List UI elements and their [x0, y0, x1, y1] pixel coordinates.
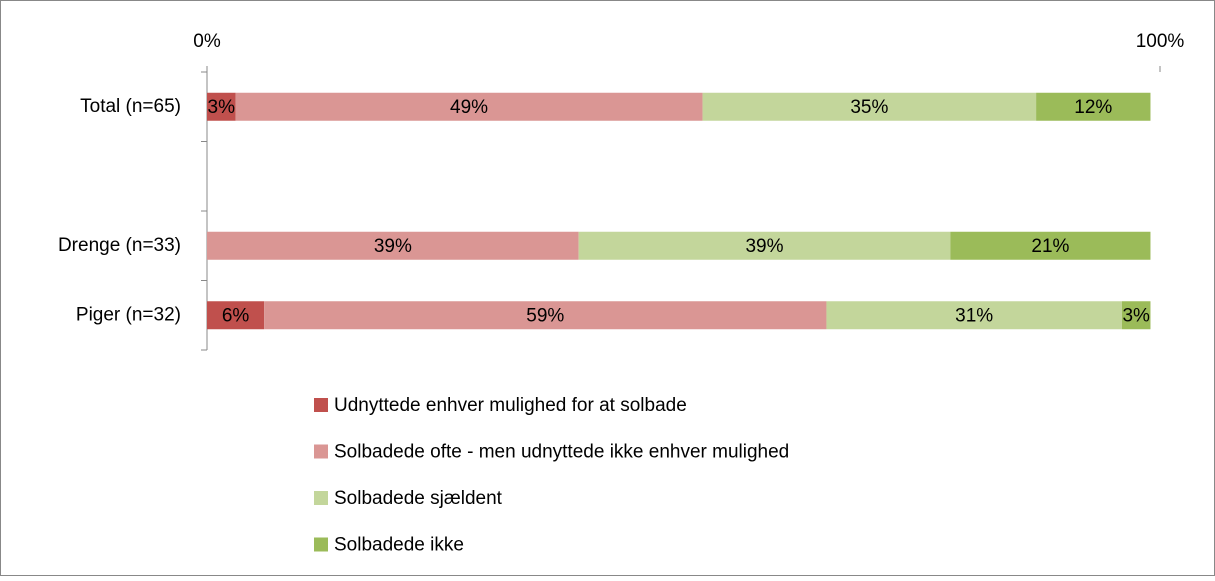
- x-tick-label: 100%: [1136, 31, 1185, 52]
- data-label: 3%: [208, 97, 236, 118]
- bar-segment: [578, 231, 951, 260]
- legend-label: Solbadede ikke: [334, 535, 464, 556]
- bar-segment: [702, 92, 1037, 121]
- bar-segment: [207, 92, 236, 121]
- bar-segment: [1036, 92, 1151, 121]
- data-label: 35%: [850, 97, 888, 118]
- legend-swatch: [314, 398, 328, 412]
- bar-segment: [264, 301, 827, 330]
- legend-swatch: [314, 444, 328, 459]
- data-label: 31%: [955, 305, 993, 326]
- bar-segment: [950, 231, 1151, 260]
- y-tick-label: Drenge (n=33): [58, 235, 181, 256]
- legend-label: Solbadede ofte - men udnyttede ikke enhv…: [334, 442, 789, 463]
- x-tick-label: 0%: [193, 31, 221, 52]
- data-label: 12%: [1074, 97, 1112, 118]
- legend-swatch: [314, 491, 328, 505]
- data-label: 21%: [1031, 236, 1069, 257]
- bar-segment: [235, 92, 703, 121]
- y-tick-label: Total (n=65): [80, 96, 181, 117]
- data-label: 6%: [222, 305, 250, 326]
- data-label: 39%: [374, 236, 412, 257]
- legend-label: Solbadede sjældent: [334, 488, 503, 509]
- data-label: 59%: [526, 305, 564, 326]
- bar-segment: [826, 301, 1122, 330]
- y-tick-label: Piger (n=32): [76, 304, 181, 325]
- data-label: 39%: [745, 236, 783, 257]
- legend-label: Udnyttede enhver mulighed for at solbade: [334, 395, 687, 416]
- data-label: 49%: [450, 97, 488, 118]
- legend-swatch: [314, 537, 328, 552]
- bar-segment: [1121, 301, 1151, 330]
- bar-segment: [207, 301, 265, 330]
- data-label: 3%: [1122, 305, 1150, 326]
- bar-segment: [207, 231, 579, 260]
